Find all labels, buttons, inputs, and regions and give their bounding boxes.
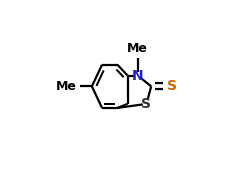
- Text: N: N: [132, 69, 143, 83]
- Text: Me: Me: [56, 80, 76, 93]
- Text: S: S: [141, 97, 151, 111]
- Text: S: S: [167, 79, 177, 93]
- Text: Me: Me: [127, 42, 148, 55]
